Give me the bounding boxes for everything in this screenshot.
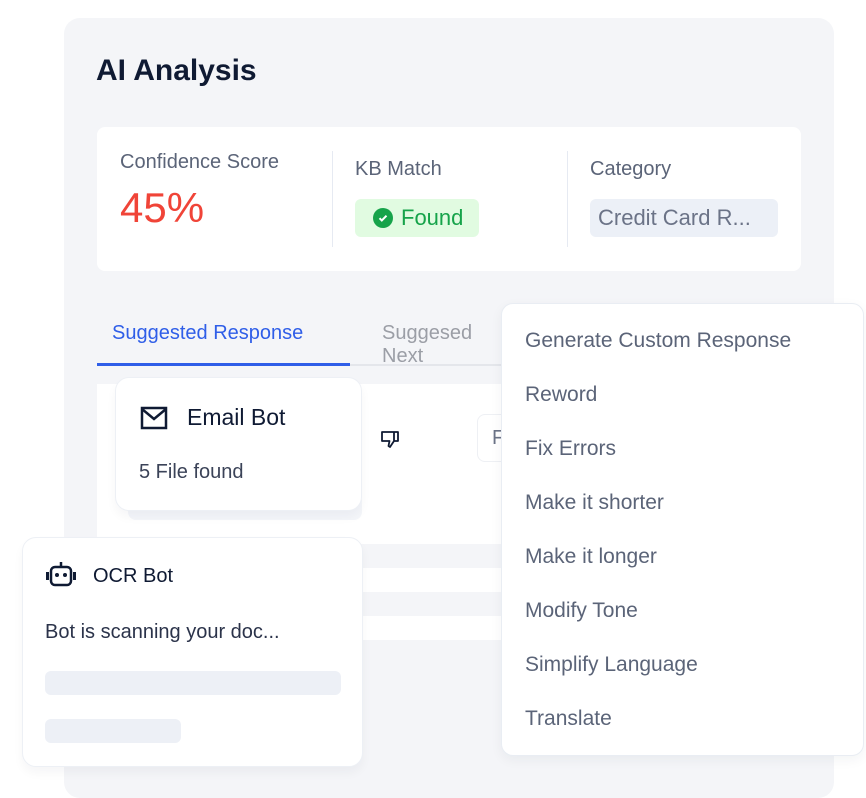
- check-circle-icon: [373, 208, 393, 228]
- ocr-bot-title: OCR Bot: [93, 565, 174, 587]
- menu-item-reword[interactable]: Reword: [525, 383, 598, 406]
- kb-match-metric: KB Match Found: [355, 158, 480, 237]
- category-label: Category: [590, 158, 672, 180]
- confidence-label: Confidence Score: [120, 151, 279, 173]
- skeleton-bar: [45, 671, 341, 695]
- menu-item-fix-errors[interactable]: Fix Errors: [525, 437, 616, 460]
- category-metric: Category Credit Card R...: [590, 158, 778, 237]
- confidence-value: 45%: [120, 184, 205, 231]
- tab-bar: Suggested Response Suggesed Next: [97, 318, 517, 367]
- found-text: Found: [401, 205, 464, 230]
- robot-icon: [46, 562, 76, 587]
- divider: [332, 151, 333, 247]
- menu-item-modify-tone[interactable]: Modify Tone: [525, 599, 638, 622]
- menu-item-generate-custom-response[interactable]: Generate Custom Response: [525, 329, 792, 352]
- menu-item-make-longer[interactable]: Make it longer: [525, 545, 657, 568]
- email-bot-card[interactable]: Email Bot 5 File found: [115, 377, 362, 511]
- skeleton-bar: [45, 719, 181, 743]
- mail-icon: [140, 406, 168, 430]
- tab-suggested-response[interactable]: Suggested Response: [112, 322, 304, 344]
- active-tab-indicator: [97, 363, 350, 366]
- category-value: Credit Card R...: [590, 199, 778, 237]
- metrics-card: Confidence Score 45% KB Match Found Cate…: [97, 127, 801, 271]
- confidence-metric: Confidence Score 45%: [120, 151, 279, 232]
- rewrite-menu: Generate Custom Response Reword Fix Erro…: [501, 303, 864, 756]
- email-bot-status: 5 File found: [139, 461, 244, 483]
- email-bot-title: Email Bot: [187, 404, 286, 430]
- kb-match-label: KB Match: [355, 158, 442, 180]
- menu-item-simplify-language[interactable]: Simplify Language: [525, 653, 698, 676]
- menu-item-make-shorter[interactable]: Make it shorter: [525, 491, 664, 514]
- thumbs-down-icon[interactable]: [378, 428, 402, 452]
- ocr-bot-card[interactable]: OCR Bot Bot is scanning your doc...: [22, 537, 363, 767]
- tab-suggested-next[interactable]: Suggesed Next: [382, 322, 473, 367]
- divider: [567, 151, 568, 247]
- panel-title: AI Analysis: [96, 54, 257, 87]
- menu-item-translate[interactable]: Translate: [525, 707, 612, 730]
- ocr-bot-status: Bot is scanning your doc...: [45, 621, 280, 643]
- found-badge: Found: [355, 199, 480, 237]
